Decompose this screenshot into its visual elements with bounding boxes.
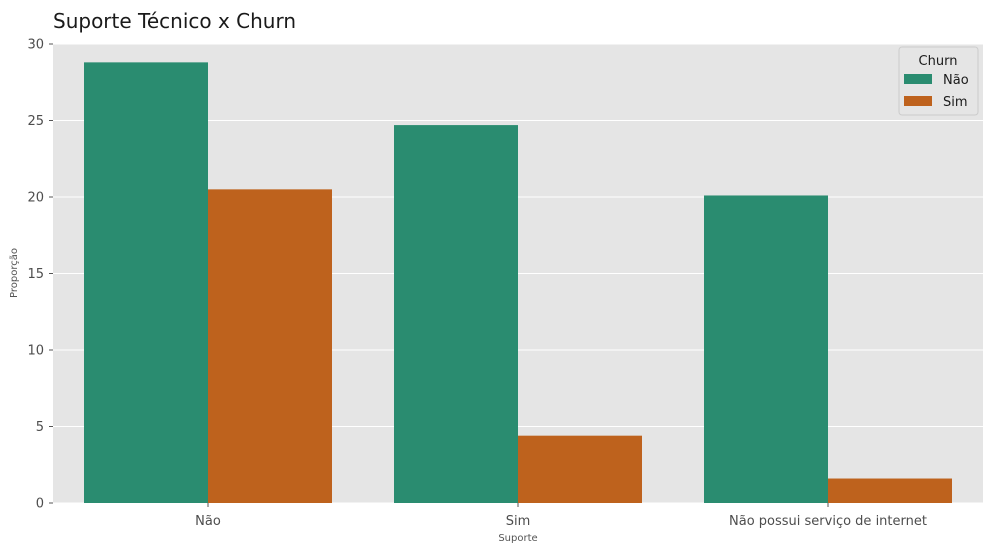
x-tick-label: Sim [506,514,531,529]
legend-swatch-nao [904,74,932,84]
bar-sim-1 [518,435,642,503]
x-axis-label: Suporte [498,533,537,544]
bar-sim-2 [828,478,952,503]
y-tick-label: 25 [27,114,44,129]
bar-nao-1 [394,125,518,503]
x-tick-label: Não possui serviço de internet [729,514,927,529]
y-tick-label: 20 [27,191,44,206]
x-tick-label: Não [195,514,221,529]
y-tick-label: 15 [27,267,44,282]
y-tick-label: 0 [36,497,44,512]
y-axis-ticks: 0 5 10 15 20 25 30 [27,38,53,512]
chart-title: Suporte Técnico x Churn [53,9,296,33]
legend-label-nao: Não [943,73,969,88]
legend: Churn Não Sim [898,46,979,116]
x-axis-ticks: Não Sim Não possui serviço de internet [195,503,927,529]
y-axis-label: Proporção [9,248,20,298]
bar-sim-0 [208,189,332,503]
bars [84,62,952,504]
legend-label-sim: Sim [943,95,968,110]
y-tick-label: 30 [27,38,44,53]
y-tick-label: 5 [36,420,44,435]
legend-title: Churn [919,54,958,69]
legend-swatch-sim [904,96,932,106]
bar-nao-0 [84,62,208,504]
bar-nao-2 [704,195,828,503]
y-tick-label: 10 [27,344,44,359]
